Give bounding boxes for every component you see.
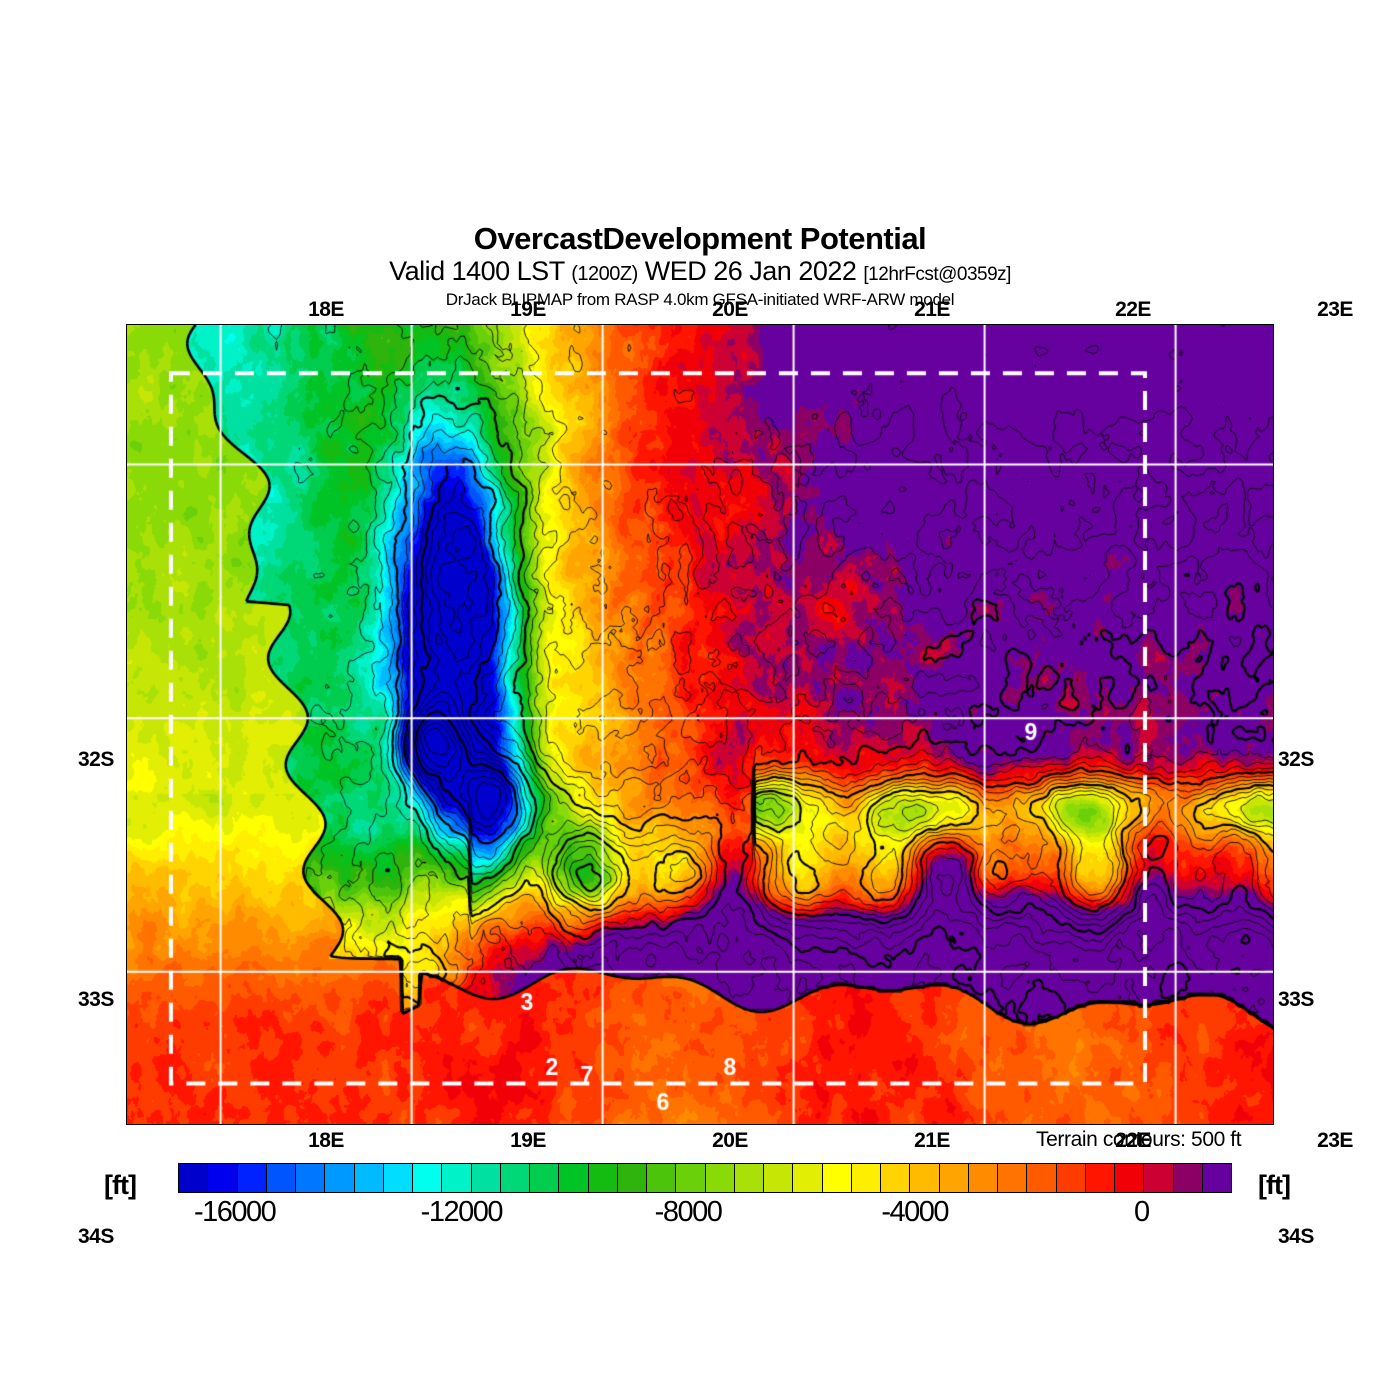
colorbar-unit-left: [ft]: [104, 1170, 137, 1200]
forecast-tag: [12hrFcst@0359z]: [863, 264, 1011, 285]
colorbar-label--8000: -8000: [654, 1196, 723, 1228]
colorbar-swatch-27: [968, 1164, 998, 1192]
colorbar-swatch-33: [1144, 1164, 1174, 1192]
page-title: OvercastDevelopment Potential: [473, 221, 927, 256]
lon-tick-bottom-22E: 22E: [1115, 1129, 1151, 1152]
colorbar-swatch-8: [413, 1164, 443, 1192]
colorbar-label--4000: -4000: [881, 1196, 949, 1228]
lon-tick-top-23E: 23E: [1317, 298, 1353, 321]
colorbar-swatch-3: [266, 1164, 296, 1192]
lon-tick-bottom-20E: 20E: [712, 1129, 748, 1152]
colorbar-swatch-22: [822, 1164, 852, 1192]
lon-tick-bottom-23E: 23E: [1317, 1129, 1353, 1152]
colorbar-swatch-34: [1173, 1164, 1203, 1192]
lon-tick-top-21E: 21E: [914, 298, 950, 321]
lat-tick-left-34S: 34S: [78, 1225, 114, 1248]
colorbar-swatch-23: [851, 1164, 881, 1192]
colorbar-swatch-4: [296, 1164, 326, 1192]
valid-z: (1200Z): [571, 263, 638, 285]
colorbar-swatch-0: [179, 1164, 209, 1192]
colorbar-swatch-14: [588, 1164, 618, 1192]
valid-prefix: Valid 1400 LST: [389, 256, 565, 286]
header-block: OvercastDevelopment Potential Valid 1400…: [0, 222, 1400, 310]
colorbar-swatch-9: [442, 1164, 472, 1192]
colorbar-swatch-24: [881, 1164, 911, 1192]
colorbar[interactable]: [178, 1163, 1232, 1193]
colorbar-swatch-30: [1056, 1164, 1086, 1192]
colorbar-swatch-26: [939, 1164, 969, 1192]
colorbar-swatch-35: [1202, 1164, 1231, 1192]
lon-tick-top-22E: 22E: [1115, 298, 1151, 321]
colorbar-swatch-7: [383, 1164, 413, 1192]
map-raster: [127, 325, 1273, 1124]
colorbar-swatch-19: [734, 1164, 764, 1192]
colorbar-swatch-17: [676, 1164, 706, 1192]
lon-tick-bottom-19E: 19E: [510, 1129, 546, 1152]
lat-tick-left-33S: 33S: [78, 988, 114, 1011]
colorbar-swatch-10: [471, 1164, 501, 1192]
forecast-map[interactable]: [126, 324, 1274, 1125]
colorbar-swatch-28: [998, 1164, 1028, 1192]
lon-tick-top-19E: 19E: [510, 298, 546, 321]
lon-tick-bottom-18E: 18E: [308, 1129, 344, 1152]
colorbar-label--12000: -12000: [420, 1196, 504, 1228]
colorbar-swatch-6: [354, 1164, 384, 1192]
colorbar-swatch-16: [647, 1164, 677, 1192]
colorbar-label-0: 0: [1134, 1196, 1150, 1228]
colorbar-swatch-13: [559, 1164, 589, 1192]
colorbar-unit-right: [ft]: [1258, 1170, 1291, 1200]
colorbar-swatch-15: [617, 1164, 647, 1192]
colorbar-swatch-32: [1115, 1164, 1145, 1192]
colorbar-swatch-11: [500, 1164, 530, 1192]
lon-tick-top-18E: 18E: [308, 298, 344, 321]
lat-tick-right-34S: 34S: [1278, 1225, 1314, 1248]
lon-tick-top-20E: 20E: [712, 298, 748, 321]
colorbar-swatch-12: [530, 1164, 560, 1192]
terrain-contour-note: Terrain contours: 500 ft: [1036, 1128, 1242, 1151]
lat-tick-left-32S: 32S: [78, 748, 114, 771]
colorbar-swatch-18: [705, 1164, 735, 1192]
model-source-line: DrJack BLIPMAP from RASP 4.0km GFSA-init…: [445, 290, 955, 309]
colorbar-swatch-21: [793, 1164, 823, 1192]
lon-tick-bottom-21E: 21E: [914, 1129, 950, 1152]
colorbar-swatch-29: [1027, 1164, 1057, 1192]
lat-tick-right-32S: 32S: [1278, 748, 1314, 771]
lat-tick-right-33S: 33S: [1278, 988, 1314, 1011]
colorbar-swatch-25: [910, 1164, 940, 1192]
valid-date: WED 26 Jan 2022: [644, 256, 857, 286]
colorbar-swatch-31: [1085, 1164, 1115, 1192]
colorbar-swatch-5: [325, 1164, 355, 1192]
colorbar-label--16000: -16000: [194, 1196, 277, 1228]
colorbar-swatch-1: [208, 1164, 238, 1192]
colorbar-swatch-2: [237, 1164, 267, 1192]
valid-time-line: Valid 1400 LST (1200Z) WED 26 Jan 2022 […: [0, 256, 1400, 290]
colorbar-swatch-20: [764, 1164, 794, 1192]
